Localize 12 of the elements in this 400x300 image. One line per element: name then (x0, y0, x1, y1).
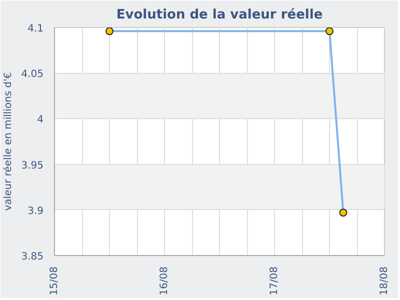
y-tick-label: 3.9 (28, 206, 44, 217)
y-tick-label: 4.1 (28, 24, 44, 34)
x-tick-label: 15/08 (49, 266, 60, 296)
y-tick-label: 4.05 (21, 69, 44, 80)
y-tick-label: 3.85 (21, 252, 44, 262)
y-tick-label: 4 (37, 114, 44, 126)
y-tick-label: 3.95 (21, 160, 44, 172)
x-tick-label: 17/08 (269, 266, 280, 296)
x-tick-label: 16/08 (159, 266, 170, 296)
y-axis-title: valeur réelle en millions d'€ (3, 72, 14, 211)
x-tick-label: 18/08 (379, 266, 390, 296)
chart-title: Evolution de la valeur réelle (116, 8, 323, 22)
